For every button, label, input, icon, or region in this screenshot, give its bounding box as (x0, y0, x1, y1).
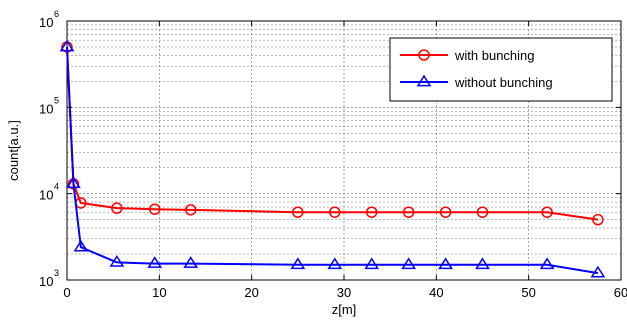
x-tick-label: 20 (244, 285, 258, 300)
data-point-without-bunching (109, 254, 125, 267)
x-tick-label: 10 (152, 285, 166, 300)
x-tick-label: 30 (337, 285, 351, 300)
data-point-with-bunching (148, 203, 161, 215)
legend-marker-with-bunching (418, 49, 430, 61)
data-point-without-bunching (539, 257, 555, 270)
data-point-with-bunching (329, 206, 341, 218)
data-point-without-bunching (183, 256, 199, 268)
data-point-without-bunching (327, 257, 343, 270)
y-tick-label: 10 (39, 188, 53, 203)
x-tick-label: 60 (614, 285, 627, 300)
x-tick-label: 40 (429, 285, 443, 300)
data-point-with-bunching (292, 206, 304, 218)
legend-marker-without-bunching (416, 74, 432, 87)
data-point-with-bunching (365, 206, 378, 218)
data-point-without-bunching (438, 257, 453, 270)
x-axis-label: z[m] (332, 302, 357, 317)
data-point-without-bunching (590, 265, 606, 278)
data-point-with-bunching (476, 206, 489, 218)
data-point-with-bunching (592, 213, 604, 226)
y-tick-label: 10 (39, 274, 53, 289)
y-tick-label: 10 (39, 101, 53, 116)
data-point-with-bunching (184, 204, 197, 216)
data-point-without-bunching (73, 239, 89, 252)
data-point-without-bunching (147, 256, 163, 268)
data-point-with-bunching (541, 206, 553, 218)
data-point-with-bunching (111, 202, 123, 214)
x-tick-label: 50 (521, 285, 535, 300)
series-layer (59, 39, 606, 278)
data-point-without-bunching (59, 39, 75, 52)
x-tick-label: 0 (63, 285, 70, 300)
legend: with bunching without bunching (389, 37, 613, 102)
y-tick-label: 10 (39, 15, 53, 30)
data-point-without-bunching (66, 176, 81, 189)
y-tick-label-exponent: 6 (54, 9, 59, 19)
data-point-without-bunching (401, 257, 416, 270)
data-point-without-bunching (290, 257, 306, 270)
y-tick-label-exponent: 4 (54, 182, 59, 192)
legend-label-with-bunching: with bunching (454, 48, 535, 63)
series-line-with-bunching (66, 46, 599, 221)
y-tick-label-exponent: 3 (54, 268, 59, 278)
y-axis-label: count[a.u.] (6, 120, 21, 181)
legend-box (389, 37, 613, 102)
data-point-with-bunching (439, 206, 452, 218)
y-tick-label-exponent: 5 (54, 95, 59, 105)
data-point-without-bunching (475, 257, 490, 270)
data-point-without-bunching (364, 257, 380, 270)
data-point-with-bunching (402, 206, 415, 218)
legend-label-without-bunching: without bunching (454, 75, 553, 90)
